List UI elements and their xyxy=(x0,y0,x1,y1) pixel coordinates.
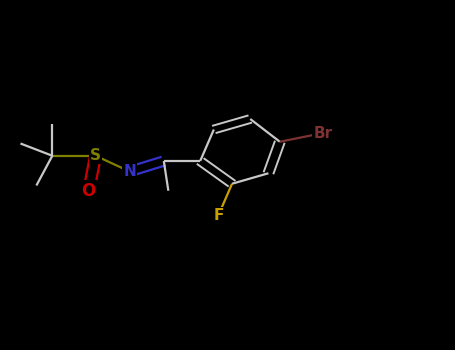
Text: S: S xyxy=(90,148,101,163)
Text: N: N xyxy=(123,164,136,179)
Text: F: F xyxy=(213,208,223,223)
Text: Br: Br xyxy=(313,126,333,140)
Text: O: O xyxy=(81,182,96,200)
